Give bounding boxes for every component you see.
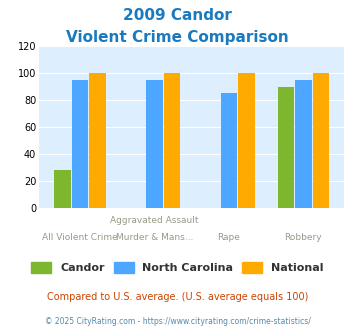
Bar	[146, 80, 163, 208]
Text: © 2025 CityRating.com - https://www.cityrating.com/crime-statistics/: © 2025 CityRating.com - https://www.city…	[45, 317, 310, 326]
Bar	[164, 73, 180, 208]
Legend: Candor, North Carolina, National: Candor, North Carolina, National	[26, 256, 329, 279]
Text: Aggravated Assault: Aggravated Assault	[110, 216, 199, 225]
Bar	[54, 170, 71, 208]
Text: Murder & Mans...: Murder & Mans...	[116, 233, 193, 242]
Bar	[72, 80, 88, 208]
Bar	[313, 73, 329, 208]
Bar	[89, 73, 106, 208]
Text: Compared to U.S. average. (U.S. average equals 100): Compared to U.S. average. (U.S. average …	[47, 292, 308, 302]
Text: Robbery: Robbery	[285, 233, 322, 242]
Text: All Violent Crime: All Violent Crime	[42, 233, 118, 242]
Bar	[278, 86, 294, 208]
Bar	[221, 93, 237, 208]
Text: Violent Crime Comparison: Violent Crime Comparison	[66, 30, 289, 45]
Text: Rape: Rape	[218, 233, 240, 242]
Text: 2009 Candor: 2009 Candor	[123, 8, 232, 23]
Bar	[295, 80, 312, 208]
Bar	[238, 73, 255, 208]
